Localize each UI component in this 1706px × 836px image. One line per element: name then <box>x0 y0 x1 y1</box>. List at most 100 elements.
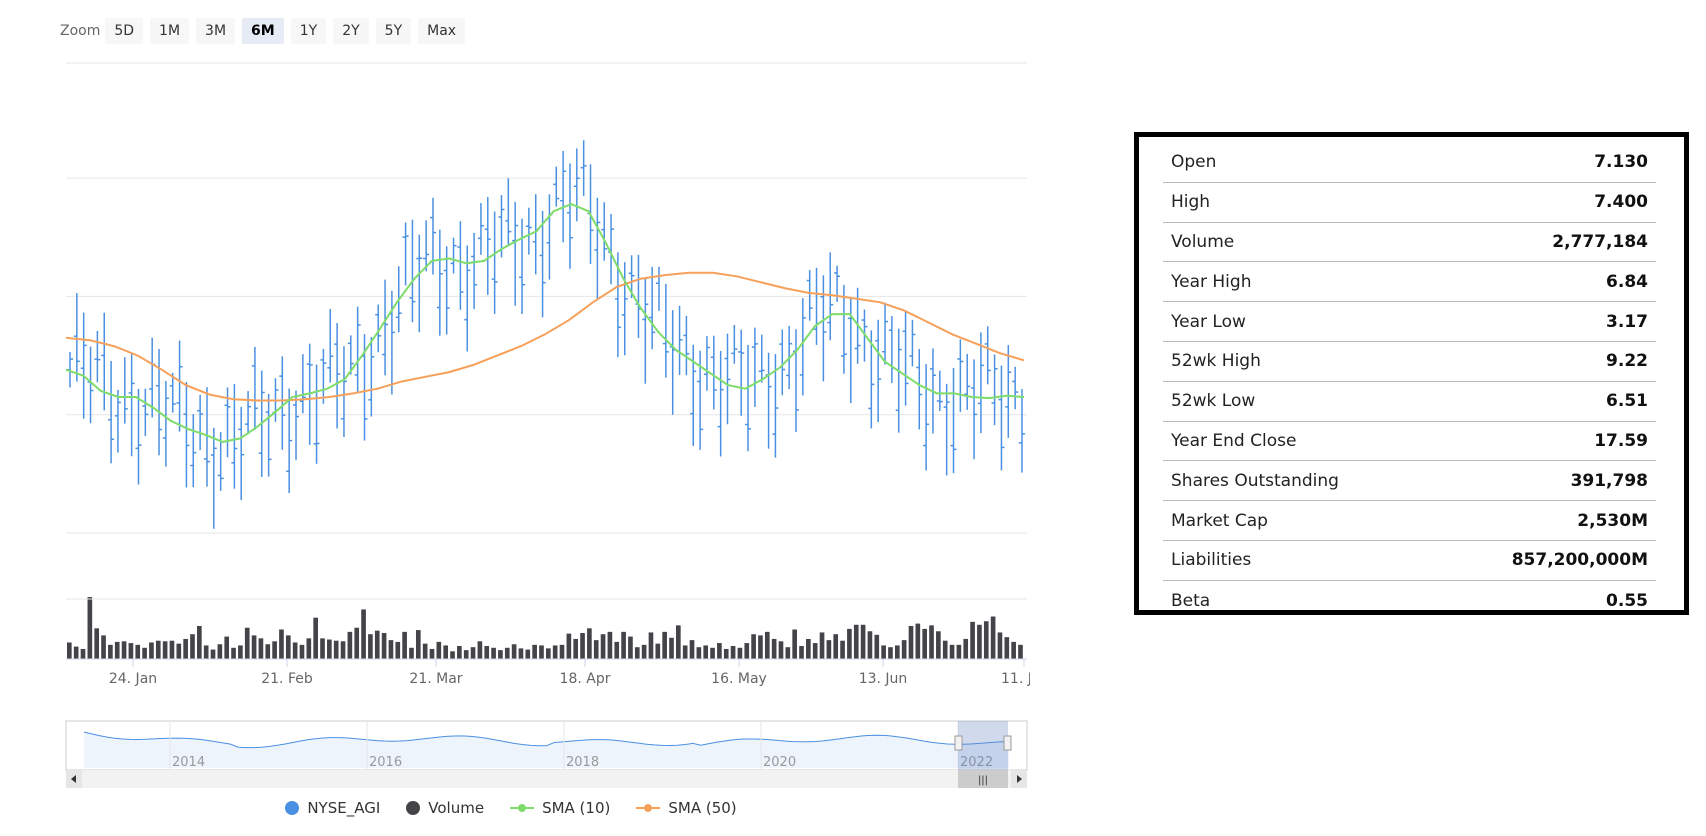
volume-bar <box>340 641 346 659</box>
volume-bar <box>573 638 579 659</box>
volume-bar <box>217 644 223 659</box>
volume-bar <box>785 647 791 659</box>
zoom-6m-button[interactable]: 6M <box>242 18 284 44</box>
stats-row: High 7.400 <box>1163 183 1656 223</box>
volume-bar <box>908 625 914 659</box>
legend-item[interactable]: Volume <box>406 799 484 817</box>
volume-bar <box>655 643 661 659</box>
zoom-3m-button[interactable]: 3M <box>196 18 236 44</box>
navigator-handle-right[interactable] <box>1003 735 1012 751</box>
stats-label: Shares Outstanding <box>1171 470 1339 491</box>
volume-bar <box>792 629 797 659</box>
stats-value: 3.17 <box>1606 311 1648 332</box>
volume-bar <box>457 646 462 659</box>
volume-bar <box>888 647 893 659</box>
stats-value: 857,200,000M <box>1511 550 1648 571</box>
volume-bar <box>285 635 291 659</box>
zoom-max-button[interactable]: Max <box>418 18 466 44</box>
volume-bar <box>600 634 606 659</box>
volume-bar <box>484 646 490 659</box>
ohlc-series <box>67 140 1025 529</box>
navigator-years: 2014 2016 2018 2020 2022 <box>169 721 993 770</box>
volume-bar <box>539 645 544 659</box>
volume-bar <box>149 642 154 659</box>
navigator-handle-left[interactable] <box>954 735 963 751</box>
navigator[interactable]: 2014 2016 2018 2020 2022 ||| <box>65 720 1028 788</box>
volume-bar <box>682 645 688 659</box>
stats-value: 2,530M <box>1577 510 1648 531</box>
zoom-1y-button[interactable]: 1Y <box>290 18 327 44</box>
volume-bar <box>279 629 284 659</box>
volume-bar <box>395 641 401 659</box>
volume-bar <box>135 644 141 659</box>
volume-bar <box>648 632 654 659</box>
legend-line-icon <box>636 804 661 812</box>
volume-bar <box>764 631 770 659</box>
volume-bar <box>874 634 880 659</box>
volume-bar <box>450 651 455 659</box>
volume-bar <box>183 638 188 659</box>
volume-bar <box>327 639 332 659</box>
zoom-5d-button[interactable]: 5D <box>105 18 144 44</box>
volume-bar <box>498 650 503 659</box>
stats-label: Beta <box>1171 590 1211 611</box>
volume-bar <box>949 644 955 659</box>
volume-bar <box>901 640 907 659</box>
volume-bar <box>559 644 565 659</box>
x-tick-label: 21. Feb <box>261 671 313 687</box>
scrollbar-thumb[interactable] <box>958 770 1008 788</box>
volume-bar <box>463 650 469 659</box>
stats-row: Shares Outstanding 391,798 <box>1163 461 1656 502</box>
volume-bar <box>710 647 715 659</box>
legend-label: SMA (50) <box>668 799 737 817</box>
volume-bar <box>203 645 209 659</box>
stats-label: 52wk Low <box>1171 391 1256 412</box>
scrollbar-track[interactable] <box>66 770 1027 788</box>
x-axis-labels: 24. Jan 21. Feb 21. Mar 18. Apr 16. May 13. J… <box>109 659 1030 687</box>
navigator-year-label: 2016 <box>369 755 402 770</box>
volume-bar <box>258 638 264 659</box>
volume-bar <box>306 638 312 659</box>
volume-bar <box>847 628 852 659</box>
stats-value: 2,777,184 <box>1552 231 1648 252</box>
navigator-year-label: 2020 <box>763 755 796 770</box>
zoom-5y-button[interactable]: 5Y <box>375 18 412 44</box>
volume-bar <box>929 625 934 659</box>
volume-bar <box>580 633 585 659</box>
legend-item[interactable]: NYSE_AGI <box>285 799 380 817</box>
volume-bar <box>751 634 756 659</box>
volume-bar <box>333 640 339 659</box>
grid-lines <box>66 177 1027 534</box>
chart-legend: NYSE_AGI Volume SMA (10) SMA (50) <box>0 799 1022 817</box>
volume-bar <box>676 625 681 659</box>
volume-bar <box>422 643 428 659</box>
x-tick-label: 11. Jul <box>1001 671 1030 687</box>
volume-bar <box>265 644 271 659</box>
arrow-left-icon <box>71 775 76 783</box>
stats-value: 391,798 <box>1570 470 1648 491</box>
stats-label: Year End Close <box>1171 430 1297 451</box>
volume-bar <box>634 647 640 659</box>
volume-bar <box>546 648 551 659</box>
volume-bar <box>587 628 592 659</box>
zoom-1m-button[interactable]: 1M <box>150 18 190 44</box>
legend-item[interactable]: SMA (10) <box>510 799 610 817</box>
volume-bar <box>970 621 975 659</box>
volume-bar <box>142 647 147 659</box>
volume-bar <box>491 647 496 659</box>
volume-bar <box>812 643 818 659</box>
volume-bar <box>169 640 175 659</box>
volume-bar <box>806 638 811 659</box>
volume-bar <box>915 623 921 659</box>
x-tick-label: 18. Apr <box>560 671 611 687</box>
volume-bar <box>94 628 100 659</box>
volume-bar <box>689 640 695 659</box>
volume-bar <box>67 642 72 659</box>
volume-bar <box>299 644 305 659</box>
stats-label: Volume <box>1171 231 1235 252</box>
zoom-2y-button[interactable]: 2Y <box>333 18 369 44</box>
volume-bar <box>614 641 620 659</box>
stats-value: 7.130 <box>1594 152 1648 173</box>
legend-item[interactable]: SMA (50) <box>636 799 737 817</box>
stats-label: Liabilities <box>1171 550 1252 571</box>
